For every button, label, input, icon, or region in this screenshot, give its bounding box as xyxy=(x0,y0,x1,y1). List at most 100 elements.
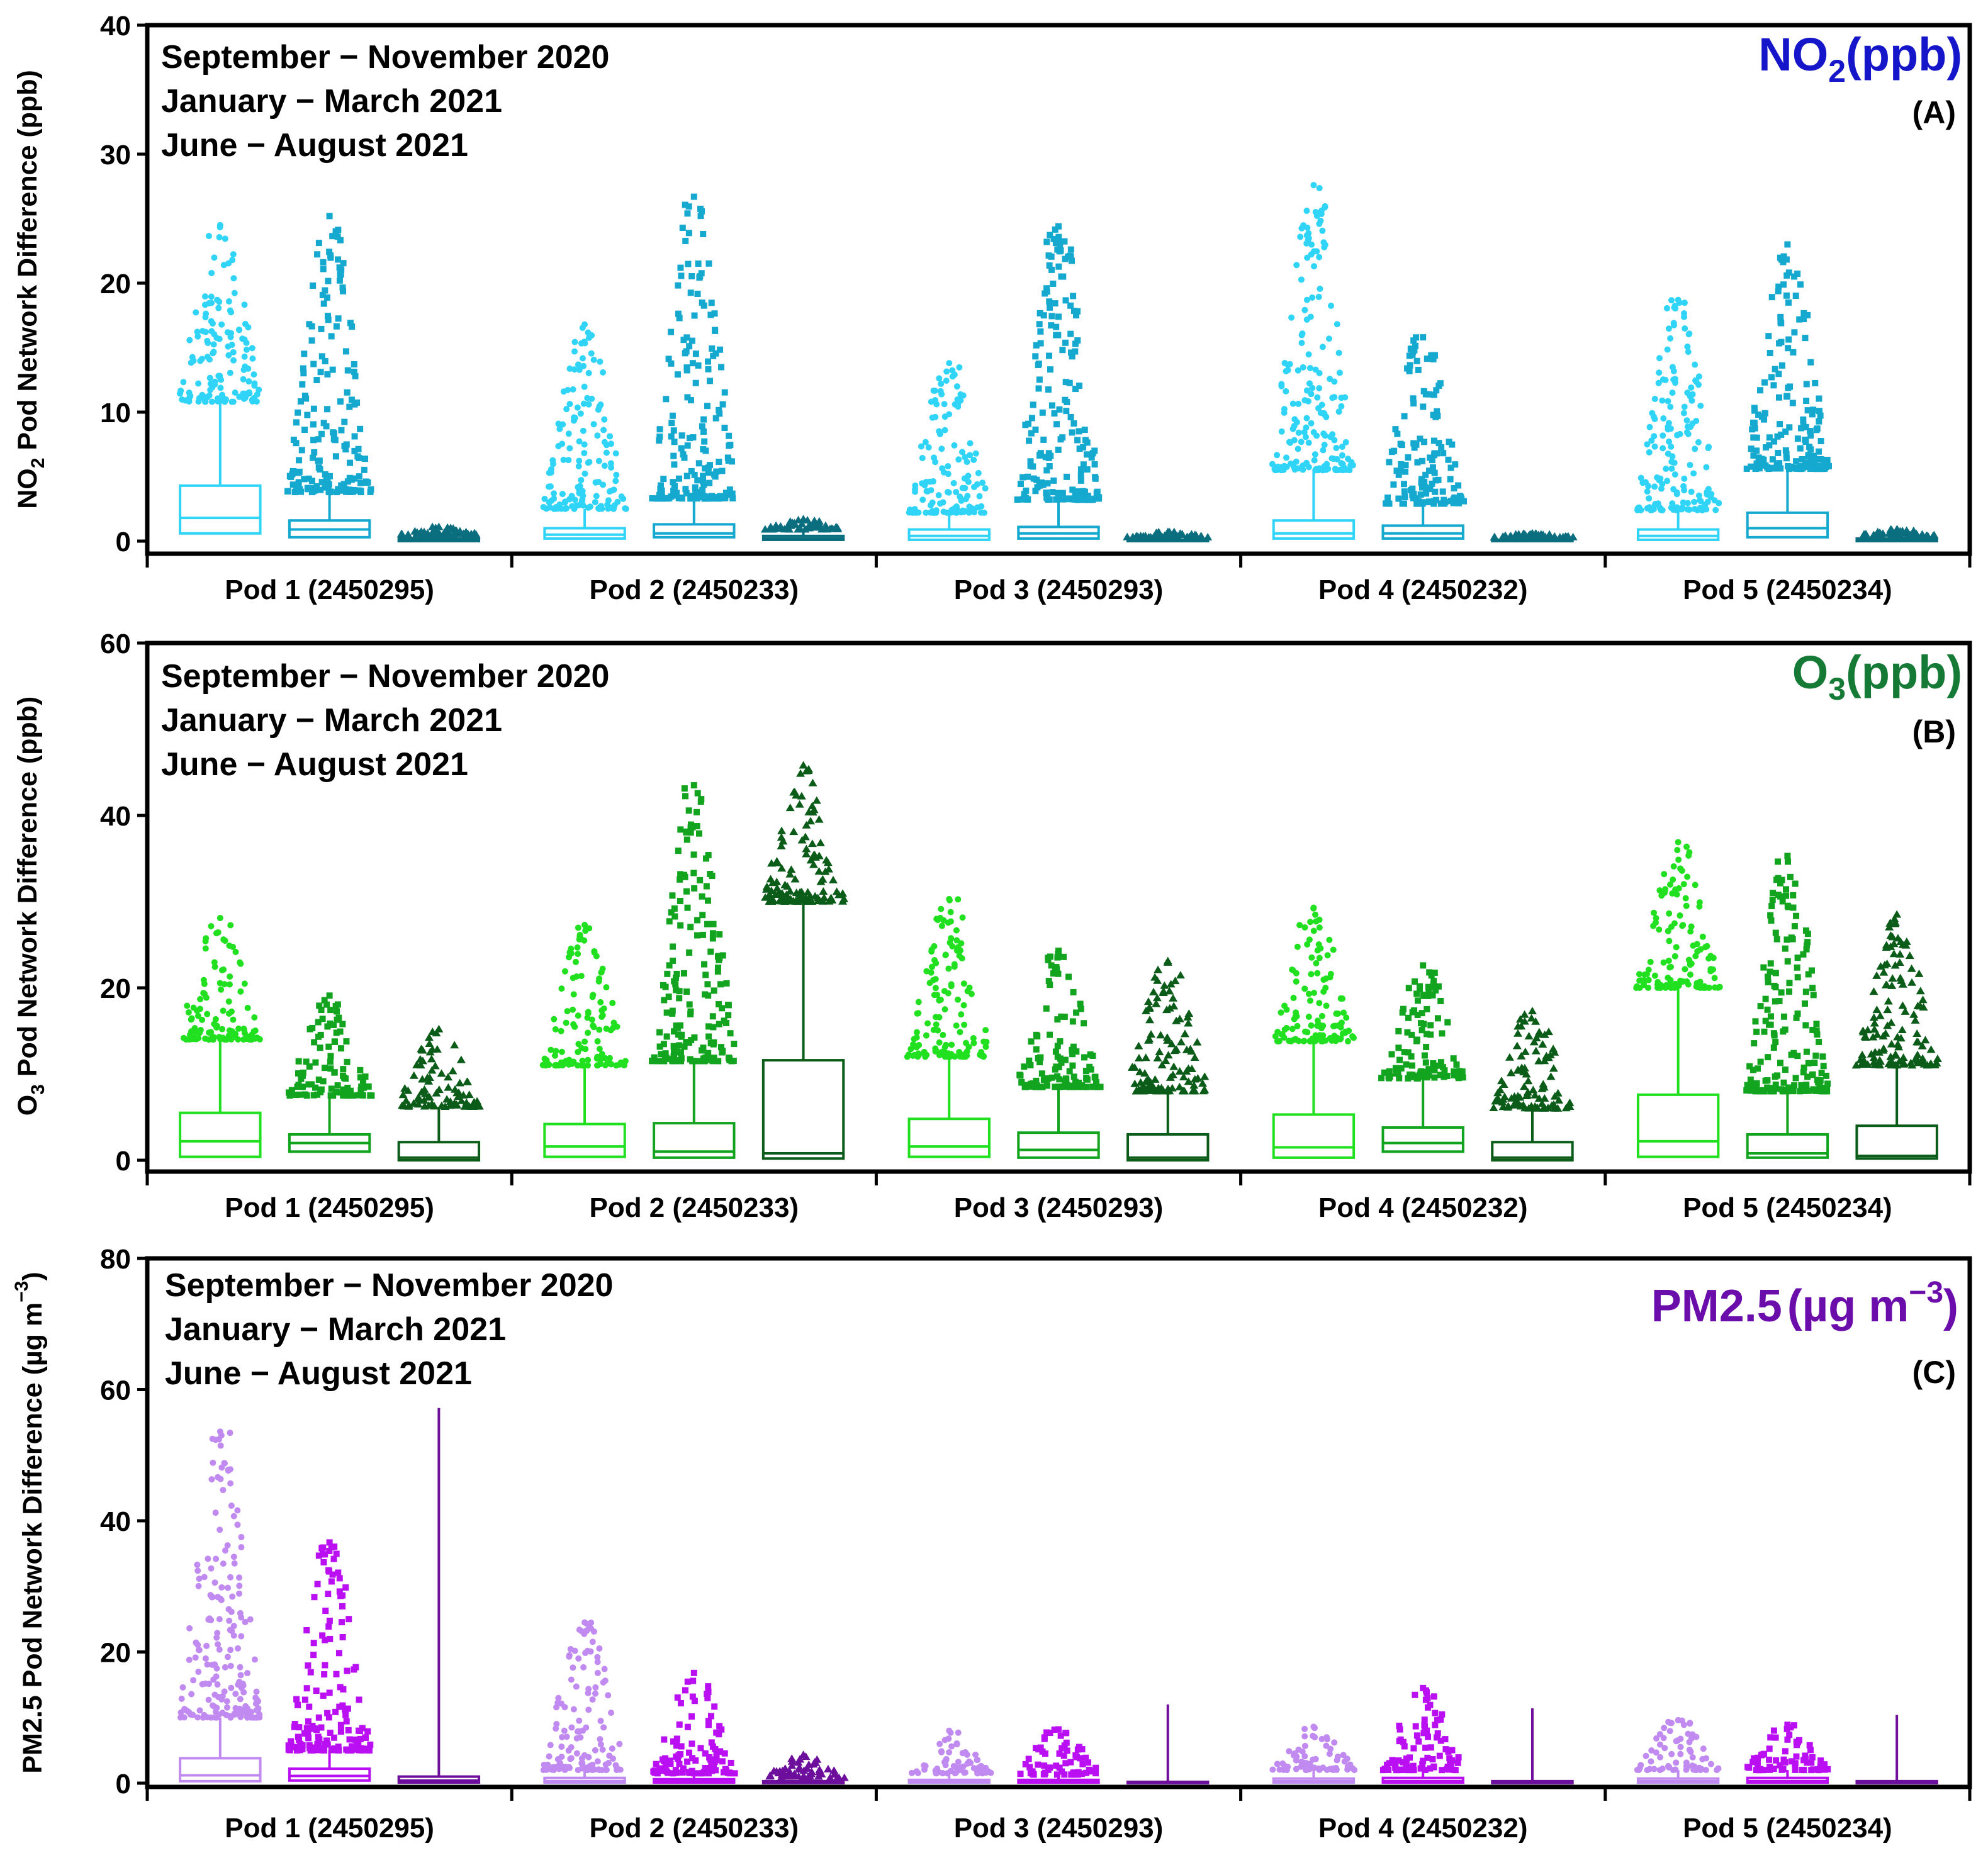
outlier-point xyxy=(1697,498,1704,505)
outlier-point xyxy=(691,312,698,319)
outlier-point xyxy=(566,1652,573,1659)
outlier-point xyxy=(546,499,553,506)
outlier-point xyxy=(697,273,704,280)
outlier-point xyxy=(1396,1726,1403,1733)
y-tick-label: 40 xyxy=(100,801,131,832)
outlier-point xyxy=(241,301,248,308)
outlier-point xyxy=(1671,471,1678,478)
outlier-point xyxy=(201,980,208,987)
outlier-point xyxy=(1786,980,1793,987)
outlier-point xyxy=(569,503,576,510)
outlier-point xyxy=(710,921,717,927)
outlier-point xyxy=(620,1060,627,1066)
outlier-point xyxy=(1314,970,1321,977)
outlier-point xyxy=(553,1061,559,1068)
outlier-point xyxy=(694,495,701,502)
outlier-point xyxy=(434,1085,444,1094)
outlier-point xyxy=(1059,434,1066,441)
outlier-point xyxy=(675,848,682,854)
outlier-point xyxy=(1748,1082,1755,1089)
outlier-point xyxy=(705,1770,712,1777)
outlier-point xyxy=(236,1679,243,1686)
box xyxy=(907,1117,991,1158)
outlier-point xyxy=(1014,496,1021,503)
outlier-point xyxy=(295,1701,301,1708)
season-label: January − March 2021 xyxy=(165,1311,506,1348)
outlier-point xyxy=(918,443,925,450)
outlier-point xyxy=(716,1001,722,1008)
outlier-point xyxy=(912,482,919,489)
outlier-point xyxy=(1783,451,1790,457)
outlier-point xyxy=(211,963,218,970)
outlier-point xyxy=(1777,893,1784,900)
outlier-point xyxy=(305,1730,312,1737)
season-label: January − March 2021 xyxy=(161,83,502,120)
outlier-point xyxy=(1021,491,1028,498)
outlier-point xyxy=(1405,454,1412,461)
outlier-point xyxy=(731,1041,738,1048)
outlier-point xyxy=(1664,346,1671,353)
outlier-point xyxy=(1793,912,1800,919)
outlier-point xyxy=(955,996,962,1003)
outlier-point xyxy=(777,864,787,872)
outlier-point xyxy=(1326,1750,1333,1757)
outlier-point xyxy=(240,376,247,383)
outlier-point xyxy=(577,1734,584,1741)
outlier-point xyxy=(1301,397,1308,404)
outlier-point xyxy=(1384,494,1391,501)
outlier-point xyxy=(682,486,689,493)
outlier-point xyxy=(666,962,673,969)
outlier-point xyxy=(1317,945,1324,952)
outlier-point xyxy=(1753,1082,1760,1089)
outlier-point xyxy=(208,293,215,300)
outlier-point xyxy=(960,980,967,987)
outlier-point xyxy=(1153,1053,1162,1061)
outlier-point xyxy=(668,909,675,916)
outlier-point xyxy=(1807,466,1814,473)
outlier-point xyxy=(1135,1067,1145,1075)
outlier-point xyxy=(937,914,944,921)
outlier-point xyxy=(1683,429,1690,436)
outlier-point xyxy=(1779,898,1786,905)
outlier-point xyxy=(716,410,723,417)
outlier-point xyxy=(1656,355,1663,362)
outlier-point xyxy=(923,968,930,975)
outlier-point xyxy=(327,1635,334,1642)
outlier-point xyxy=(1080,444,1087,451)
outlier-point xyxy=(335,315,342,322)
outlier-point xyxy=(193,309,199,316)
outlier-point xyxy=(906,509,913,516)
outlier-point xyxy=(300,1069,306,1076)
outlier-point xyxy=(1179,1087,1188,1095)
outlier-point xyxy=(357,479,364,486)
outlier-point xyxy=(317,486,324,493)
outlier-point xyxy=(1803,381,1810,388)
outlier-point xyxy=(1143,1036,1153,1044)
outlier-point xyxy=(333,1550,340,1557)
outlier-point xyxy=(705,366,712,372)
outlier-point xyxy=(311,449,318,456)
outlier-point xyxy=(1055,951,1062,958)
outlier-point xyxy=(551,495,558,502)
outlier-point xyxy=(1063,408,1070,415)
outlier-point xyxy=(980,1767,987,1774)
outlier-point xyxy=(308,337,315,344)
outlier-point xyxy=(228,1628,235,1635)
outlier-point xyxy=(575,361,581,368)
outlier-point xyxy=(546,1753,553,1760)
outlier-point xyxy=(1065,495,1072,502)
outlier-point xyxy=(397,1101,407,1109)
outlier-point xyxy=(337,237,344,244)
outlier-point xyxy=(220,1487,227,1494)
outlier-max xyxy=(1784,853,1791,859)
outlier-point xyxy=(1295,429,1302,436)
outlier-point xyxy=(242,1703,249,1710)
outlier-max xyxy=(946,360,953,367)
outlier-point xyxy=(1046,462,1053,469)
outlier-point xyxy=(340,260,347,267)
outlier-point xyxy=(1782,945,1789,952)
outlier-point xyxy=(1318,1012,1325,1019)
outlier-point xyxy=(1687,423,1694,430)
outlier-point xyxy=(1320,1764,1327,1771)
outlier-point xyxy=(914,1010,921,1017)
